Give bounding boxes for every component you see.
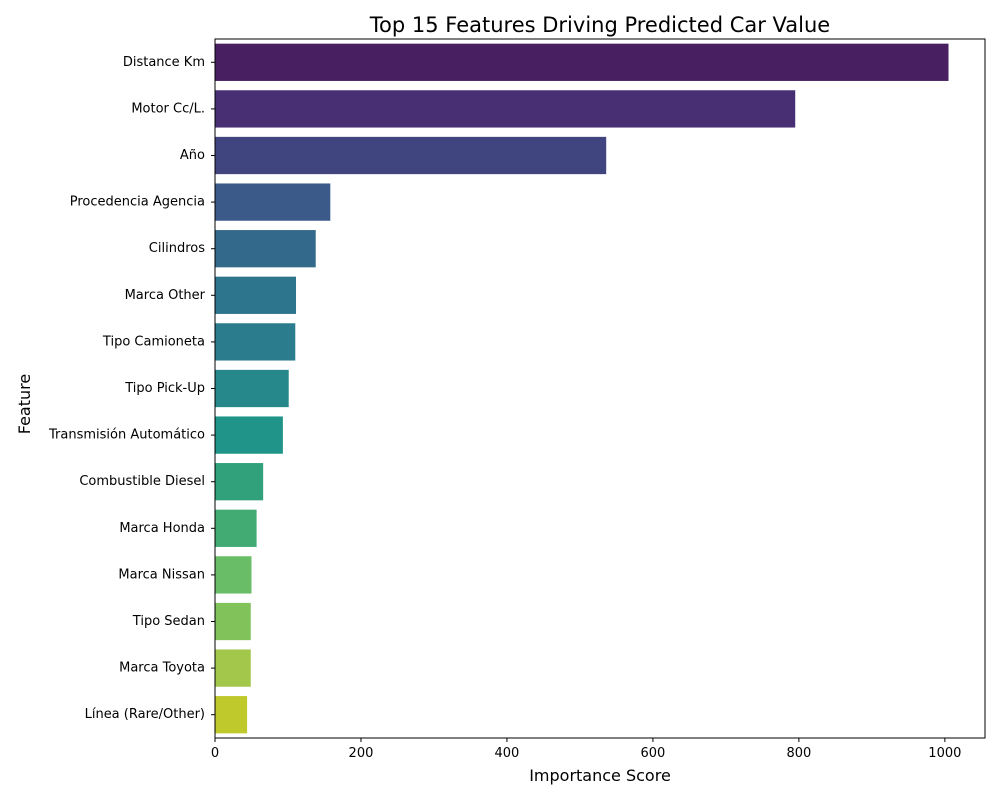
bar: [215, 416, 283, 454]
y-tick-label: Marca Honda: [119, 521, 205, 536]
y-tick-label: Tipo Camioneta: [102, 334, 205, 349]
x-tick-label: 0: [211, 746, 219, 761]
x-axis-label: Importance Score: [529, 766, 671, 785]
bar: [215, 509, 257, 547]
bar: [215, 463, 264, 501]
y-tick-label: Distance Km: [123, 55, 205, 70]
y-tick-label: Tipo Sedan: [132, 614, 205, 629]
bar: [215, 230, 316, 268]
x-tick-label: 600: [641, 746, 666, 761]
bar: [215, 649, 251, 687]
bar: [215, 43, 949, 81]
x-tick-label: 200: [349, 746, 374, 761]
chart-title: Top 15 Features Driving Predicted Car Va…: [369, 13, 830, 37]
bar: [215, 556, 252, 594]
y-tick-label: Tipo Pick-Up: [124, 381, 205, 396]
y-tick-label: Marca Other: [125, 288, 206, 303]
x-tick-label: 1000: [928, 746, 961, 761]
y-tick-label: Combustible Diesel: [79, 474, 205, 489]
y-tick-label: Marca Toyota: [119, 661, 205, 676]
bar: [215, 136, 607, 175]
bars-group: [215, 43, 949, 734]
y-tick-label: Línea (Rare/Other): [85, 707, 205, 722]
y-tick-label: Marca Nissan: [118, 567, 205, 582]
bar: [215, 323, 296, 361]
x-tick-label: 800: [786, 746, 811, 761]
y-tick-label: Transmisión Automático: [48, 428, 205, 443]
y-axis-label: Feature: [15, 374, 34, 434]
y-tick-label: Cilindros: [149, 241, 205, 256]
bar: [215, 276, 297, 314]
y-tick-label: Motor Cc/L.: [131, 101, 205, 116]
y-axis-ticks: Distance Km Motor Cc/L. Año Procedencia Age…: [48, 55, 215, 722]
y-tick-label: Procedencia Agencia: [70, 195, 205, 210]
x-axis-ticks: 0 200 400 600 800 1000: [211, 738, 961, 761]
bar: [215, 369, 289, 408]
bar: [215, 90, 796, 128]
x-tick-label: 400: [495, 746, 520, 761]
plot-frame: [214, 38, 986, 739]
bar: [215, 602, 251, 641]
bar: [215, 696, 248, 734]
y-tick-label: Año: [180, 148, 205, 163]
bar: [215, 183, 331, 221]
